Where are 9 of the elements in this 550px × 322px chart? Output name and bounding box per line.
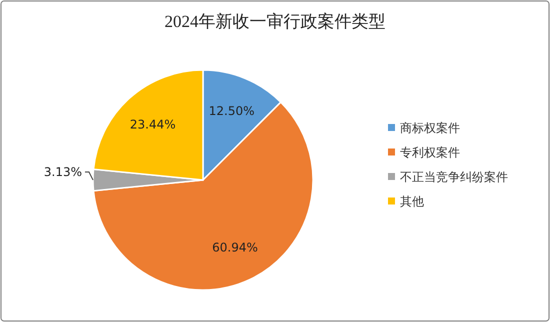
data-label: 12.50% [208,104,255,118]
data-label: 3.13% [44,165,82,180]
data-label: 23.44% [130,118,176,132]
chart-title: 2024年新收一审行政案件类型 [164,12,386,31]
legend-label: 商标权案件 [400,121,460,135]
data-label: 60.94% [212,240,258,255]
legend-label: 专利权案件 [400,146,460,160]
legend-label: 其他 [400,194,424,208]
legend-label: 不正当竞争纠纷案件 [400,170,508,184]
